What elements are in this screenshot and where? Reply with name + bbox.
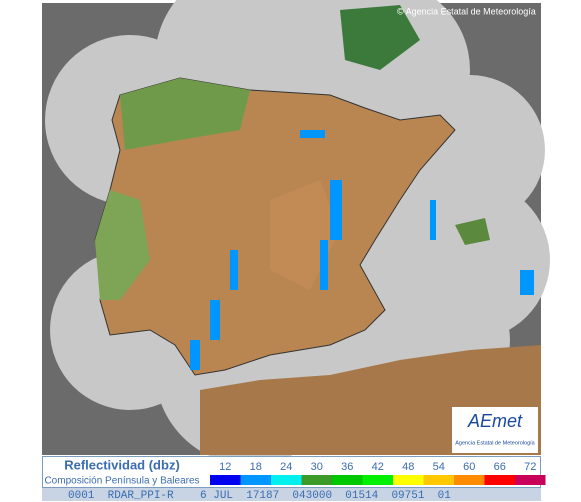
france-land [340,5,420,70]
legend-color [454,475,485,485]
legend-color [515,475,546,485]
baleares [455,218,490,245]
north-green [120,78,250,150]
legend-level-label: 48 [402,461,414,473]
legend-subtitle: Composición Península y Baleares [44,476,199,487]
legend-color [484,475,515,485]
legend-color [332,475,363,485]
legend-level-label: 54 [433,461,445,473]
legend-color [393,475,424,485]
logo-text: AEmet [467,411,523,431]
legend-color [271,475,302,485]
legend-level-label: 72 [524,461,536,473]
legend-title: Reflectividad (dbz) [64,457,180,472]
legend-level-label: 36 [341,461,353,473]
legend-color [362,475,393,485]
legend-level-label: 12 [219,461,231,473]
precipitation-echoes [190,130,534,370]
legend-color [240,475,271,485]
legend-level-label: 18 [250,461,262,473]
legend-level-label: 60 [463,461,475,473]
legend-color [210,475,241,485]
legend-level-label: 30 [311,461,323,473]
legend-level-label: 24 [280,461,292,473]
attribution: © Agencia Estatal de Meteorología [397,6,536,16]
logo-subtitle: Agencia Estatal de Meteorología [455,440,535,446]
west-green [95,190,150,300]
legend-level-label: 42 [372,461,384,473]
legend-color [423,475,454,485]
legend-color [301,475,332,485]
status-bar [42,488,541,501]
status-text: 0001 RDAR_PPI-R 6 JUL 17187 043000 01514… [68,490,451,502]
legend-level-label: 66 [494,461,506,473]
logo-box [452,407,538,453]
